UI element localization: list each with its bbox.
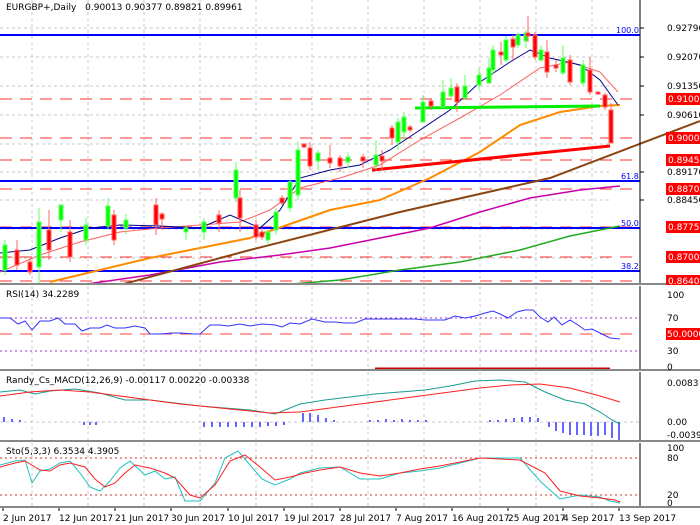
rsi-line — [0, 309, 621, 340]
fib-label-618: 61.8 — [621, 172, 639, 181]
time-tick: 21 Jun 2017 — [115, 514, 169, 524]
candles — [2, 16, 614, 283]
time-tick: 10 Jul 2017 — [228, 514, 279, 524]
time-tick: 13 Sep 2017 — [619, 514, 676, 524]
time-tick: 28 Jul 2017 — [340, 514, 391, 524]
sto-axis-tick: 80 — [667, 454, 679, 464]
ma-orange-line — [49, 104, 621, 283]
red-trendline — [371, 144, 611, 172]
chart-header: EURGBP+,Daily 0.90013 0.90377 0.89821 0.… — [6, 3, 243, 13]
rsi-axis-tick: 70 — [667, 314, 679, 324]
time-tick: 12 Jun 2017 — [59, 514, 113, 524]
macd-pane[interactable]: 0.0083 0.00 -0.00393 Randy_Cs_MACD(12,26… — [0, 372, 700, 442]
rsi-axis-tick: 0 — [667, 363, 673, 371]
macd-main-line — [0, 379, 621, 425]
macd-axis-tick: 0.0083 — [667, 379, 699, 389]
ohlc-values: 0.90013 0.90377 0.89821 0.89961 — [85, 3, 243, 13]
fib-label-100: 100.0 — [616, 26, 639, 35]
symbol-label: EURGBP+,Daily — [6, 3, 77, 13]
ma-magenta-line — [79, 185, 621, 285]
time-tick: 19 Jul 2017 — [284, 514, 335, 524]
fib-label-382: 38.2 — [621, 262, 639, 271]
rsi-axis-tick: 30 — [667, 347, 679, 357]
trendline-brown — [119, 120, 700, 285]
sto-axis-tick: 20 — [667, 491, 679, 501]
time-tick: 2 Jun 2017 — [3, 514, 51, 524]
rsi-axis-tick: 100 — [667, 291, 684, 301]
time-tick: 30 Jun 2017 — [171, 514, 225, 524]
time-tick: 25 Aug 2017 — [508, 514, 566, 524]
macd-axis-tick: 0.00 — [667, 418, 687, 428]
sto-axis-tick: 0 — [667, 499, 673, 508]
rsi-title: RSI(14) 34.2289 — [6, 290, 80, 300]
green-neckline — [414, 104, 601, 110]
stochastic-canvas: 100 80 20 0 — [0, 443, 700, 508]
macd-title: Randy_Cs_MACD(12,26,9) -0.00117 0.00220 … — [6, 376, 250, 386]
stochastic-pane[interactable]: 100 80 20 0 Sto(5,3,3) 6.3534 4.3905 — [0, 443, 700, 508]
macd-canvas: 0.0083 0.00 -0.00393 — [0, 372, 700, 442]
stochastic-title: Sto(5,3,3) 6.3534 4.3905 — [6, 447, 120, 457]
time-tick: 16 Aug 2017 — [452, 514, 510, 524]
price-chart-canvas: 100.0 61.8 50.0 38.2 — [0, 0, 700, 285]
macd-axis-tick: -0.00393 — [667, 431, 700, 441]
macd-signal-line — [0, 383, 621, 414]
ma-green-line — [279, 225, 621, 285]
fib-label-50: 50.0 — [621, 219, 639, 228]
level-tag: 0.86400 — [668, 277, 700, 285]
stochastic-d-line — [0, 454, 621, 503]
time-axis: 2 Jun 2017 12 Jun 2017 21 Jun 2017 30 Ju… — [0, 508, 700, 525]
time-tick: 7 Aug 2017 — [396, 514, 448, 524]
price-chart-pane[interactable]: 100.0 61.8 50.0 38.2 — [0, 0, 700, 285]
macd-histogram — [3, 413, 620, 440]
stochastic-k-line — [0, 450, 621, 504]
sto-axis-tick: 100 — [667, 444, 684, 454]
time-tick: 4 Sep 2017 — [563, 514, 614, 524]
